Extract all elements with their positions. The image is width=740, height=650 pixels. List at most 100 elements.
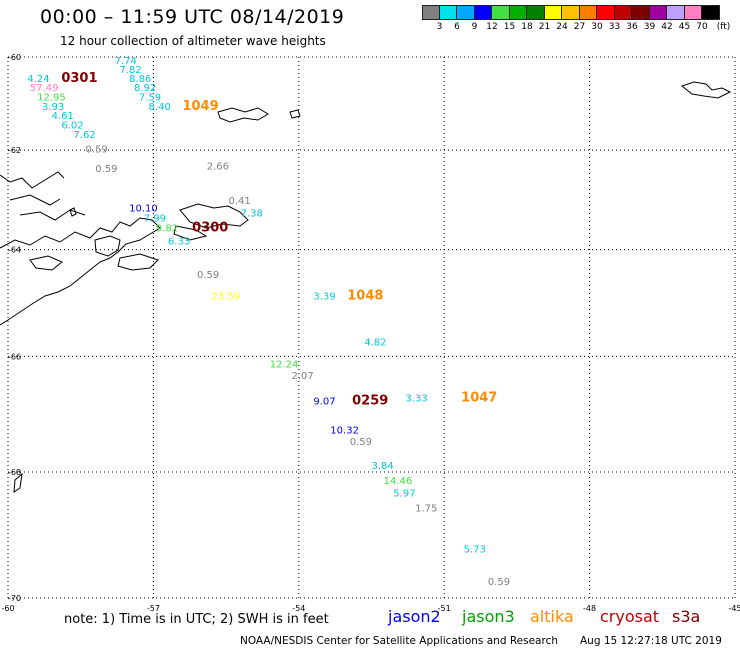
legend-swatch (509, 5, 527, 20)
sat-altika: altika (530, 607, 574, 626)
legend-swatch (684, 5, 702, 20)
swh-value: 7.38 (241, 208, 263, 219)
swh-value: 3.84 (372, 461, 394, 472)
swh-value: 8.86 (129, 74, 151, 85)
lat-label: -66 (8, 352, 21, 361)
coastline-joinville (29, 235, 159, 271)
legend-swatch (562, 5, 580, 20)
coastline-antarctic-peninsula (0, 217, 161, 326)
lon-label: -54 (292, 604, 305, 613)
legend-label: 39 (643, 22, 656, 32)
swh-value: 3.33 (405, 394, 427, 405)
lon-label: -45 (728, 604, 740, 613)
legend-swatch (544, 5, 562, 20)
legend-swatch (527, 5, 545, 20)
legend-swatch (667, 5, 685, 20)
swh-value: 57.49 (30, 83, 59, 94)
note-text: note: 1) Time is in UTC; 2) SWH is in fe… (64, 612, 329, 627)
swh-value: 3.93 (42, 102, 64, 113)
legend-label: (ft) (716, 22, 731, 32)
swh-value: 4.24 (27, 74, 49, 85)
swh-value: 2.66 (207, 161, 229, 172)
swh-value: 14.46 (384, 476, 413, 487)
legend-label: 9 (471, 22, 478, 32)
swh-value: 9.82 (156, 224, 178, 235)
pass-time: 1049 (182, 99, 218, 114)
coastlines (0, 81, 732, 493)
swh-value: 7.59 (139, 93, 161, 104)
swh-value: 8.40 (149, 102, 171, 113)
map-title: 00:00 – 11:59 UTC 08/14/2019 (40, 6, 345, 28)
coastline-south-shetland (0, 171, 86, 221)
swh-value: 7.62 (73, 130, 95, 141)
swh-value: 9.07 (313, 396, 335, 407)
map-subtitle: 12 hour collection of altimeter wave hei… (60, 34, 326, 48)
legend-label: 15 (503, 22, 516, 32)
pass-time: 0300 (192, 221, 228, 236)
coastline-island-a (217, 107, 269, 123)
legend-swatch (632, 5, 650, 20)
swh-value: 0.59 (95, 164, 117, 175)
legend-label: 18 (521, 22, 533, 32)
coastline-south-orkney (173, 203, 249, 241)
legend-label: 24 (556, 22, 568, 32)
lon-label: -57 (147, 604, 160, 613)
color-legend-labels: 3 6 9 12 15 18 21 24 27 30 33 36 39 42 45 70 (ft) (422, 22, 740, 34)
swh-value: 10.32 (330, 425, 359, 436)
swh-value: 0.59 (197, 270, 219, 281)
lat-label: -62 (8, 146, 21, 155)
legend-swatch (579, 5, 597, 20)
sat-cryosat: cryosat (600, 607, 660, 626)
legend-label: 12 (486, 22, 498, 32)
time-labels: 0301 1049 0300 1048 0259 1047 (61, 71, 497, 408)
lon-label: -60 (1, 604, 14, 613)
swh-value: 7.82 (119, 65, 141, 76)
pass-time: 0301 (61, 71, 97, 86)
coastline-small (13, 109, 301, 493)
axis-labels: -60-62-64-66-68-70-60 -57 -54 -51 -48 -45 (1, 53, 740, 613)
swh-value: 3.39 (313, 291, 335, 302)
footer-timestamp: Aug 15 12:27:18 UTC 2019 (580, 635, 722, 647)
legend-label: 33 (608, 22, 621, 32)
legend-swatch (492, 5, 510, 20)
sat-s3a: s3a (672, 607, 701, 626)
legend-label: 70 (696, 22, 708, 32)
lat-label: -64 (8, 246, 21, 255)
swh-value: 0.59 (488, 577, 510, 588)
legend-swatch (457, 5, 475, 20)
swh-value: 1.75 (415, 504, 437, 515)
swh-value: 5.73 (464, 545, 486, 556)
swh-value: 0.59 (350, 437, 372, 448)
lon-label: -51 (438, 604, 451, 613)
legend-label: 3 (436, 22, 443, 32)
swh-value: 12.95 (37, 93, 66, 104)
swh-value: 0.41 (229, 196, 251, 207)
swh-value: 10.10 (129, 203, 158, 214)
legend-swatch (439, 5, 457, 20)
legend-label: 42 (661, 22, 673, 32)
swh-value: 2.07 (292, 371, 314, 382)
swh-value: 12.24 (270, 360, 299, 371)
legend-label: 45 (678, 22, 691, 32)
legend-swatch (474, 5, 492, 20)
legend-swatch (702, 5, 720, 20)
sat-jason2: jason2 (388, 607, 441, 626)
observations: 7.747.828.868.927.598.404.2457.4912.953.… (27, 56, 510, 588)
pass-time: 1048 (347, 288, 383, 303)
legend-label: 6 (454, 22, 460, 32)
swh-value: 6.33 (168, 236, 190, 247)
lat-label: -60 (8, 53, 21, 62)
sat-jason3: jason3 (462, 607, 515, 626)
pass-time: 1047 (461, 391, 497, 406)
legend-swatch (422, 5, 440, 20)
lat-label: -68 (8, 468, 21, 477)
swh-value: 6.02 (61, 121, 83, 132)
pass-time: 0259 (352, 393, 388, 408)
swh-value: 0.59 (86, 145, 108, 156)
swh-value: 8.92 (134, 83, 156, 94)
swh-value: 4.82 (364, 337, 386, 348)
legend-label: 30 (591, 22, 603, 32)
legend-label: 27 (573, 22, 586, 32)
legend-label: 36 (626, 22, 638, 32)
